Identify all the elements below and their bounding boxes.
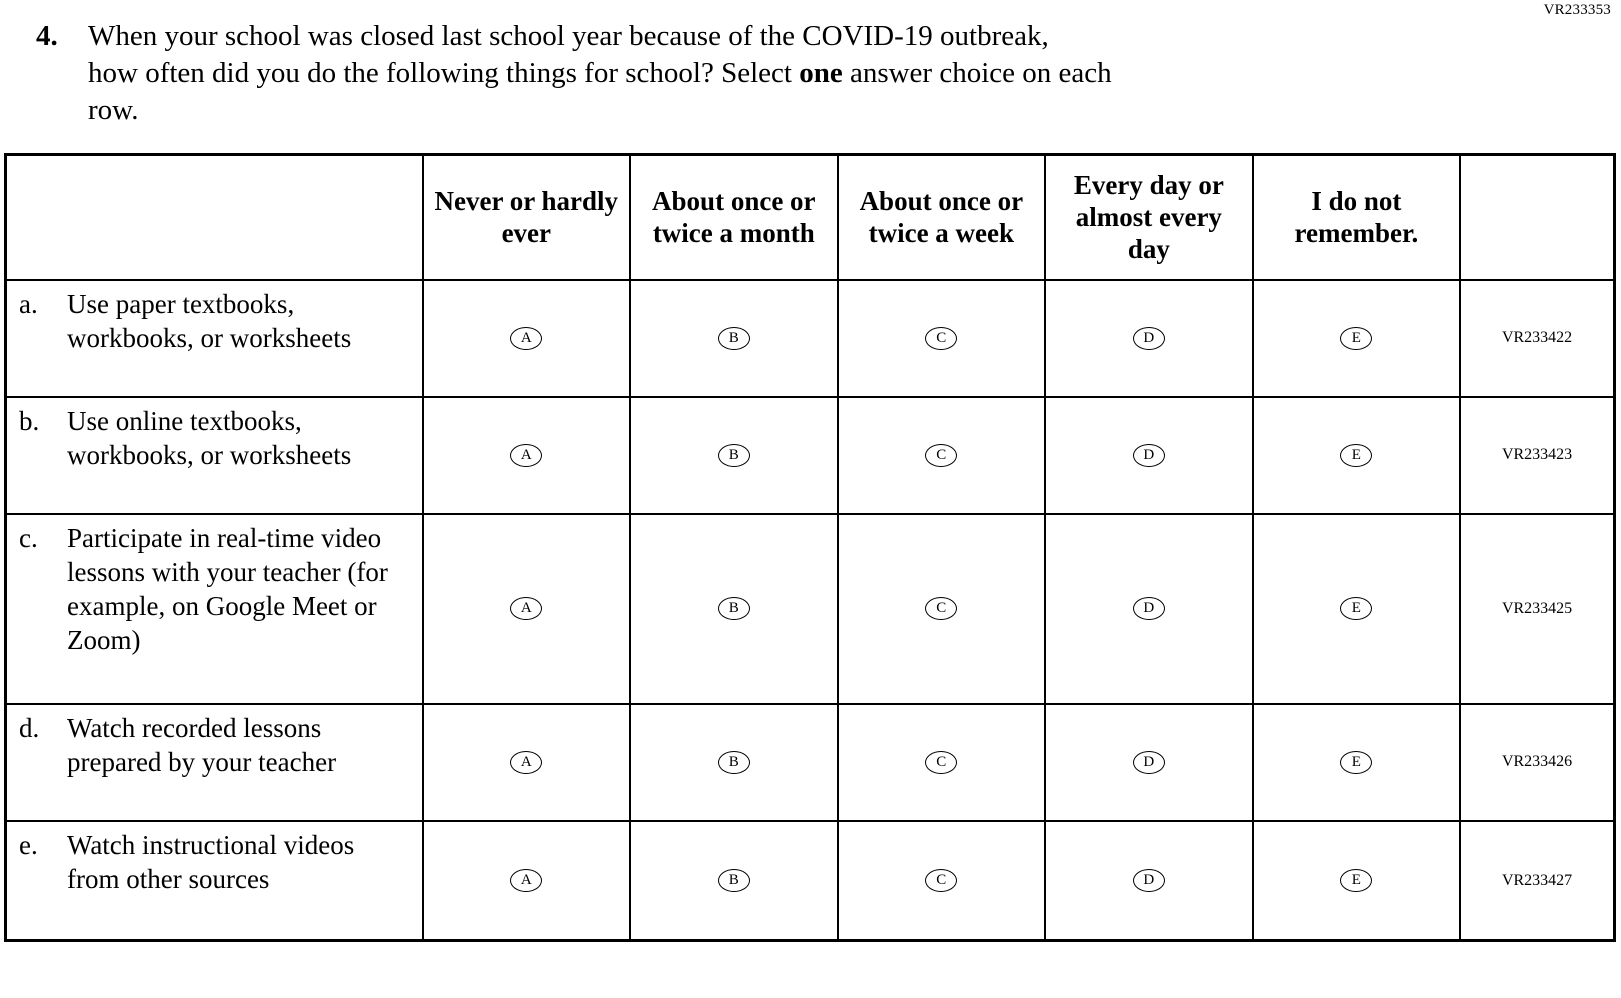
answer-bubble-b[interactable]: B [717, 597, 750, 621]
row-letter: d. [19, 712, 40, 743]
answer-cell: D [1044, 278, 1254, 398]
row-code: VR233422 [1459, 278, 1616, 398]
row-letter: a. [19, 288, 38, 319]
answer-bubble-c[interactable]: C [925, 750, 958, 774]
answer-cell: B [629, 819, 839, 942]
answer-bubble-d[interactable]: D [1132, 750, 1165, 774]
answer-cell: B [629, 702, 839, 822]
col-header-every-day: Every day or almost every day [1044, 153, 1254, 281]
answer-bubble-c[interactable]: C [925, 443, 958, 467]
answer-bubble-b[interactable]: B [717, 869, 750, 893]
answer-cell: E [1251, 512, 1462, 705]
col-header-once-month: About once or twice a month [629, 153, 839, 281]
answer-bubble-e[interactable]: E [1340, 443, 1373, 467]
question-line-3: row. [88, 94, 139, 127]
row-label: Watch recorded lessons prepared by your … [67, 712, 337, 777]
answer-cell: B [629, 512, 839, 705]
answer-cell: B [629, 395, 839, 515]
row-label: Participate in real-time video lessons w… [67, 522, 388, 655]
code-column-header [1459, 153, 1616, 281]
table-row: e. Watch instructional videos from other… [4, 819, 1616, 942]
col-header-once-week: About once or twice a week [836, 153, 1047, 281]
table-row: d. Watch recorded lessons prepared by yo… [4, 702, 1616, 822]
answer-cell: B [629, 278, 839, 398]
answer-bubble-a[interactable]: A [510, 869, 543, 893]
answer-bubble-d[interactable]: D [1132, 597, 1165, 621]
answer-bubble-b[interactable]: B [717, 443, 750, 467]
answer-bubble-c[interactable]: C [925, 869, 958, 893]
question-bold-one: one [799, 57, 843, 90]
question-line-1: When your school was closed last school … [88, 20, 1049, 52]
question-number: 4. [36, 20, 58, 52]
question-line-2-pre: how often did you do the following thing… [88, 57, 800, 90]
answer-cell: D [1044, 702, 1254, 822]
row-code: VR233423 [1459, 395, 1616, 515]
answer-bubble-a[interactable]: A [510, 326, 543, 350]
response-grid: Never or hardly ever About once or twice… [4, 153, 1616, 943]
row-code: VR233427 [1459, 819, 1616, 942]
answer-cell: E [1251, 819, 1462, 942]
row-label-header [4, 153, 424, 281]
answer-cell: A [421, 395, 632, 515]
answer-bubble-b[interactable]: B [717, 750, 750, 774]
answer-bubble-a[interactable]: A [510, 597, 543, 621]
row-code: VR233426 [1459, 702, 1616, 822]
question-line-2: how often did you do the following thing… [88, 55, 1112, 92]
row-label-cell: d. Watch recorded lessons prepared by yo… [4, 702, 424, 822]
answer-bubble-d[interactable]: D [1132, 443, 1165, 467]
header-row: Never or hardly ever About once or twice… [4, 153, 1616, 281]
question-block: 4. When your school was closed last scho… [0, 0, 1621, 129]
answer-bubble-d[interactable]: D [1132, 326, 1165, 350]
answer-bubble-b[interactable]: B [717, 326, 750, 350]
answer-cell: A [421, 702, 632, 822]
question-line-2-post: answer choice on each [842, 57, 1112, 90]
answer-cell: C [836, 512, 1047, 705]
question-text: When your school was closed last school … [88, 18, 1112, 129]
answer-cell: E [1251, 395, 1462, 515]
row-letter: c. [19, 522, 38, 553]
table-row: b. Use online textbooks, workbooks, or w… [4, 395, 1616, 515]
row-label: Watch instructional videos from other so… [67, 829, 355, 894]
row-code: VR233425 [1459, 512, 1616, 705]
answer-cell: C [836, 278, 1047, 398]
row-label-cell: b. Use online textbooks, workbooks, or w… [4, 395, 424, 515]
answer-cell: C [836, 819, 1047, 942]
answer-bubble-d[interactable]: D [1132, 869, 1165, 893]
answer-cell: E [1251, 278, 1462, 398]
answer-bubble-c[interactable]: C [925, 597, 958, 621]
answer-bubble-e[interactable]: E [1340, 597, 1373, 621]
answer-cell: E [1251, 702, 1462, 822]
row-label: Use online textbooks, workbooks, or work… [67, 405, 352, 470]
answer-cell: A [421, 819, 632, 942]
answer-bubble-e[interactable]: E [1340, 326, 1373, 350]
answer-cell: D [1044, 512, 1254, 705]
answer-bubble-e[interactable]: E [1340, 869, 1373, 893]
answer-bubble-a[interactable]: A [510, 443, 543, 467]
answer-cell: C [836, 702, 1047, 822]
table-row: a. Use paper textbooks, workbooks, or wo… [4, 278, 1616, 398]
row-letter: e. [19, 829, 38, 860]
col-header-never: Never or hardly ever [421, 153, 632, 281]
answer-cell: A [421, 512, 632, 705]
col-header-not-remember: I do not remember. [1251, 153, 1462, 281]
row-label-cell: c. Participate in real-time video lesson… [4, 512, 424, 705]
answer-cell: C [836, 395, 1047, 515]
answer-bubble-c[interactable]: C [925, 326, 958, 350]
answer-bubble-a[interactable]: A [510, 750, 543, 774]
row-label: Use paper textbooks, workbooks, or works… [67, 288, 352, 353]
answer-cell: A [421, 278, 632, 398]
form-code: VR233353 [1543, 2, 1611, 18]
answer-cell: D [1044, 819, 1254, 942]
answer-bubble-e[interactable]: E [1340, 750, 1373, 774]
row-letter: b. [19, 405, 40, 436]
answer-cell: D [1044, 395, 1254, 515]
row-label-cell: a. Use paper textbooks, workbooks, or wo… [4, 278, 424, 398]
table-row: c. Participate in real-time video lesson… [4, 512, 1616, 705]
row-label-cell: e. Watch instructional videos from other… [4, 819, 424, 942]
